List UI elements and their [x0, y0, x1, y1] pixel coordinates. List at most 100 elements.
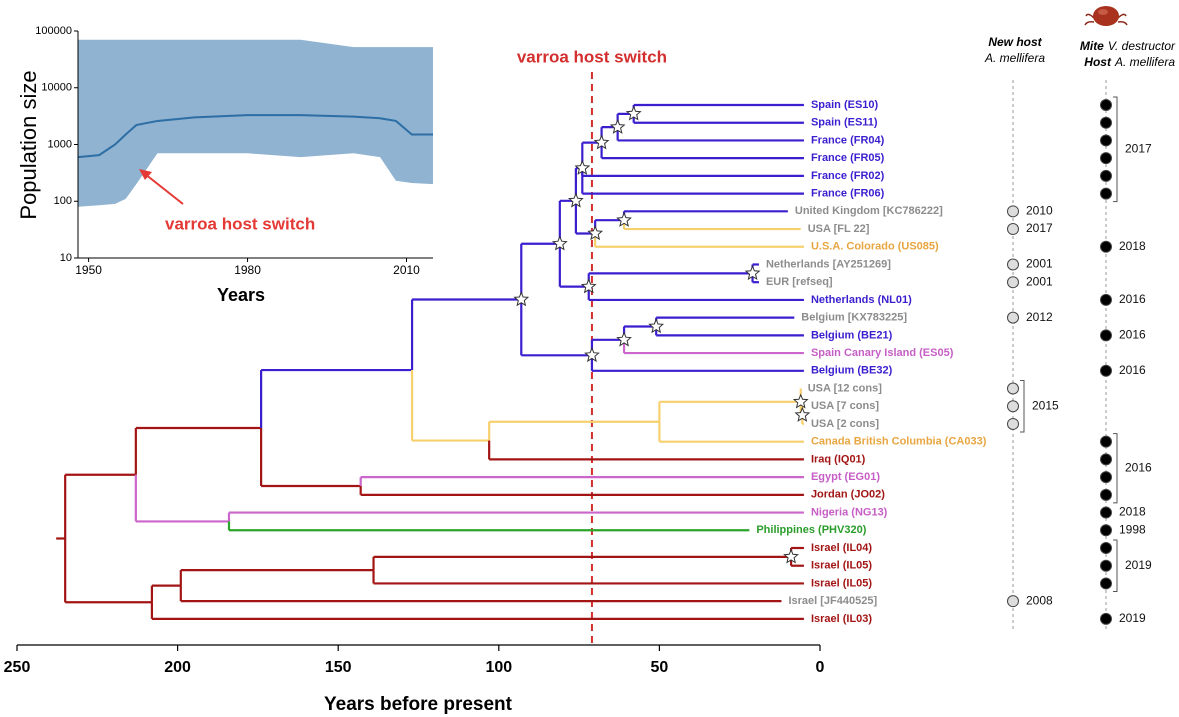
- group-year: 2016: [1119, 328, 1146, 342]
- new-host-species: A. mellifera: [984, 51, 1045, 65]
- x-tick-label: 100: [485, 659, 512, 676]
- figure: New host A. mellifera MiteV. destructor …: [0, 0, 1179, 717]
- mite-dot: [1101, 135, 1112, 146]
- new-host-dot: [1008, 224, 1019, 235]
- group-year: 2012: [1026, 310, 1053, 324]
- tip-label: Philippines (PHV320): [756, 524, 866, 536]
- new-host-dot: [1008, 206, 1019, 217]
- group-year: 2016: [1119, 292, 1146, 306]
- mite-dot: [1101, 365, 1112, 376]
- mite-dot: [1101, 560, 1112, 571]
- tip-label: Israel (IL05): [811, 577, 872, 589]
- group-year: 2016: [1125, 460, 1152, 474]
- tip-label: Spain (ES10): [811, 99, 879, 111]
- mite-dot: [1101, 578, 1112, 589]
- tip-label: Israel (IL04): [811, 542, 872, 554]
- inset-y-tick-label: 10000: [41, 82, 72, 94]
- tip-label: France (FR05): [811, 152, 885, 164]
- tip-label: United Kingdom [KC786222]: [795, 205, 943, 217]
- x-tick-label: 250: [4, 659, 31, 676]
- tip-label: USA [12 cons]: [808, 382, 883, 394]
- tip-label: France (FR06): [811, 188, 885, 200]
- mite-dot: [1101, 613, 1112, 624]
- tip-label: EUR [refseq]: [766, 276, 833, 288]
- inset-x-tick-label: 1980: [234, 263, 261, 277]
- tip-label: Iraq (IQ01): [811, 453, 866, 465]
- inset-y-tick-label: 100: [54, 195, 72, 207]
- mite-dot: [1101, 543, 1112, 554]
- new-host-dot: [1008, 418, 1019, 429]
- inset-x-tick-label: 2010: [393, 263, 420, 277]
- tip-label: Netherlands [AY251269]: [766, 258, 891, 270]
- mite-dot: [1101, 241, 1112, 252]
- tip-label: Belgium (BE21): [811, 329, 893, 341]
- group-year: 2019: [1125, 558, 1152, 572]
- new-host-dot: [1008, 277, 1019, 288]
- x-tick-label: 50: [651, 659, 669, 676]
- mite-dot: [1101, 153, 1112, 164]
- inset-y-tick-label: 10: [60, 252, 72, 264]
- new-host-header: New host: [988, 35, 1042, 49]
- mite-dot: [1101, 100, 1112, 111]
- new-host-dot: [1008, 312, 1019, 323]
- group-year: 1998: [1119, 522, 1146, 536]
- group-year: 2018: [1119, 239, 1146, 253]
- tip-label: Belgium (BE32): [811, 365, 893, 377]
- new-host-dot: [1008, 259, 1019, 270]
- x-tick-label: 150: [325, 659, 352, 676]
- inset-y-tick-label: 1000: [48, 138, 72, 150]
- host-header-species: A. mellifera: [1114, 55, 1175, 69]
- inset-x-tick-label: 1950: [75, 263, 102, 277]
- tip-label: France (FR02): [811, 170, 885, 182]
- mite-dot: [1101, 436, 1112, 447]
- new-host-dot: [1008, 383, 1019, 394]
- group-year: 2001: [1026, 274, 1053, 288]
- mite-dot: [1101, 472, 1112, 483]
- mite-dot: [1101, 117, 1112, 128]
- x-axis-title: Years before present: [324, 694, 513, 715]
- mite-header: MiteV. destructor: [1080, 39, 1176, 53]
- group-year: 2019: [1119, 611, 1146, 625]
- tip-label: USA [FL 22]: [808, 223, 870, 235]
- mite-header-species: V. destructor: [1108, 39, 1176, 53]
- tip-label: Jordan (JO02): [811, 489, 885, 501]
- inset-y-title: Population size: [16, 70, 41, 219]
- group-year: 2017: [1026, 221, 1053, 235]
- tip-label: U.S.A. Colorado (US085): [811, 241, 939, 253]
- tip-label: Nigeria (NG13): [811, 506, 888, 518]
- mite-dot: [1101, 294, 1112, 305]
- tip-label: Egypt (EG01): [811, 471, 880, 483]
- tip-label: Belgium [KX783225]: [801, 312, 907, 324]
- group-year: 2010: [1026, 203, 1053, 217]
- group-year: 2008: [1026, 593, 1053, 607]
- tip-label: Spain (ES11): [811, 117, 878, 129]
- group-year: 2018: [1119, 505, 1146, 519]
- x-tick-label: 200: [164, 659, 191, 676]
- group-year: 2015: [1032, 398, 1059, 412]
- host-switch-label: varroa host switch: [517, 47, 667, 66]
- group-year: 2016: [1119, 363, 1146, 377]
- inset-x-title: Years: [217, 285, 265, 305]
- mite-dot: [1101, 170, 1112, 181]
- new-host-dot: [1008, 401, 1019, 412]
- tip-label: USA [7 cons]: [811, 400, 879, 412]
- tip-label: Israel (IL03): [811, 613, 872, 625]
- tip-label: Israel [JF440525]: [788, 595, 877, 607]
- group-year: 2017: [1125, 141, 1152, 155]
- x-tick-label: 0: [816, 659, 825, 676]
- tip-label: Netherlands (NL01): [811, 294, 912, 306]
- mite-dot: [1101, 507, 1112, 518]
- host-header-label: Host: [1084, 55, 1112, 69]
- tip-label: France (FR04): [811, 134, 885, 146]
- mite-dot: [1101, 454, 1112, 465]
- inset-y-tick-label: 100000: [35, 25, 72, 37]
- tip-label: Spain Canary Island (ES05): [811, 347, 954, 359]
- tip-label: USA [2 cons]: [811, 418, 879, 430]
- mite-dot: [1101, 489, 1112, 500]
- group-year: 2001: [1026, 257, 1053, 271]
- new-host-dot: [1008, 596, 1019, 607]
- tip-label: Israel (IL05): [811, 560, 872, 572]
- mite-dot: [1101, 525, 1112, 536]
- mite-dot: [1101, 330, 1112, 341]
